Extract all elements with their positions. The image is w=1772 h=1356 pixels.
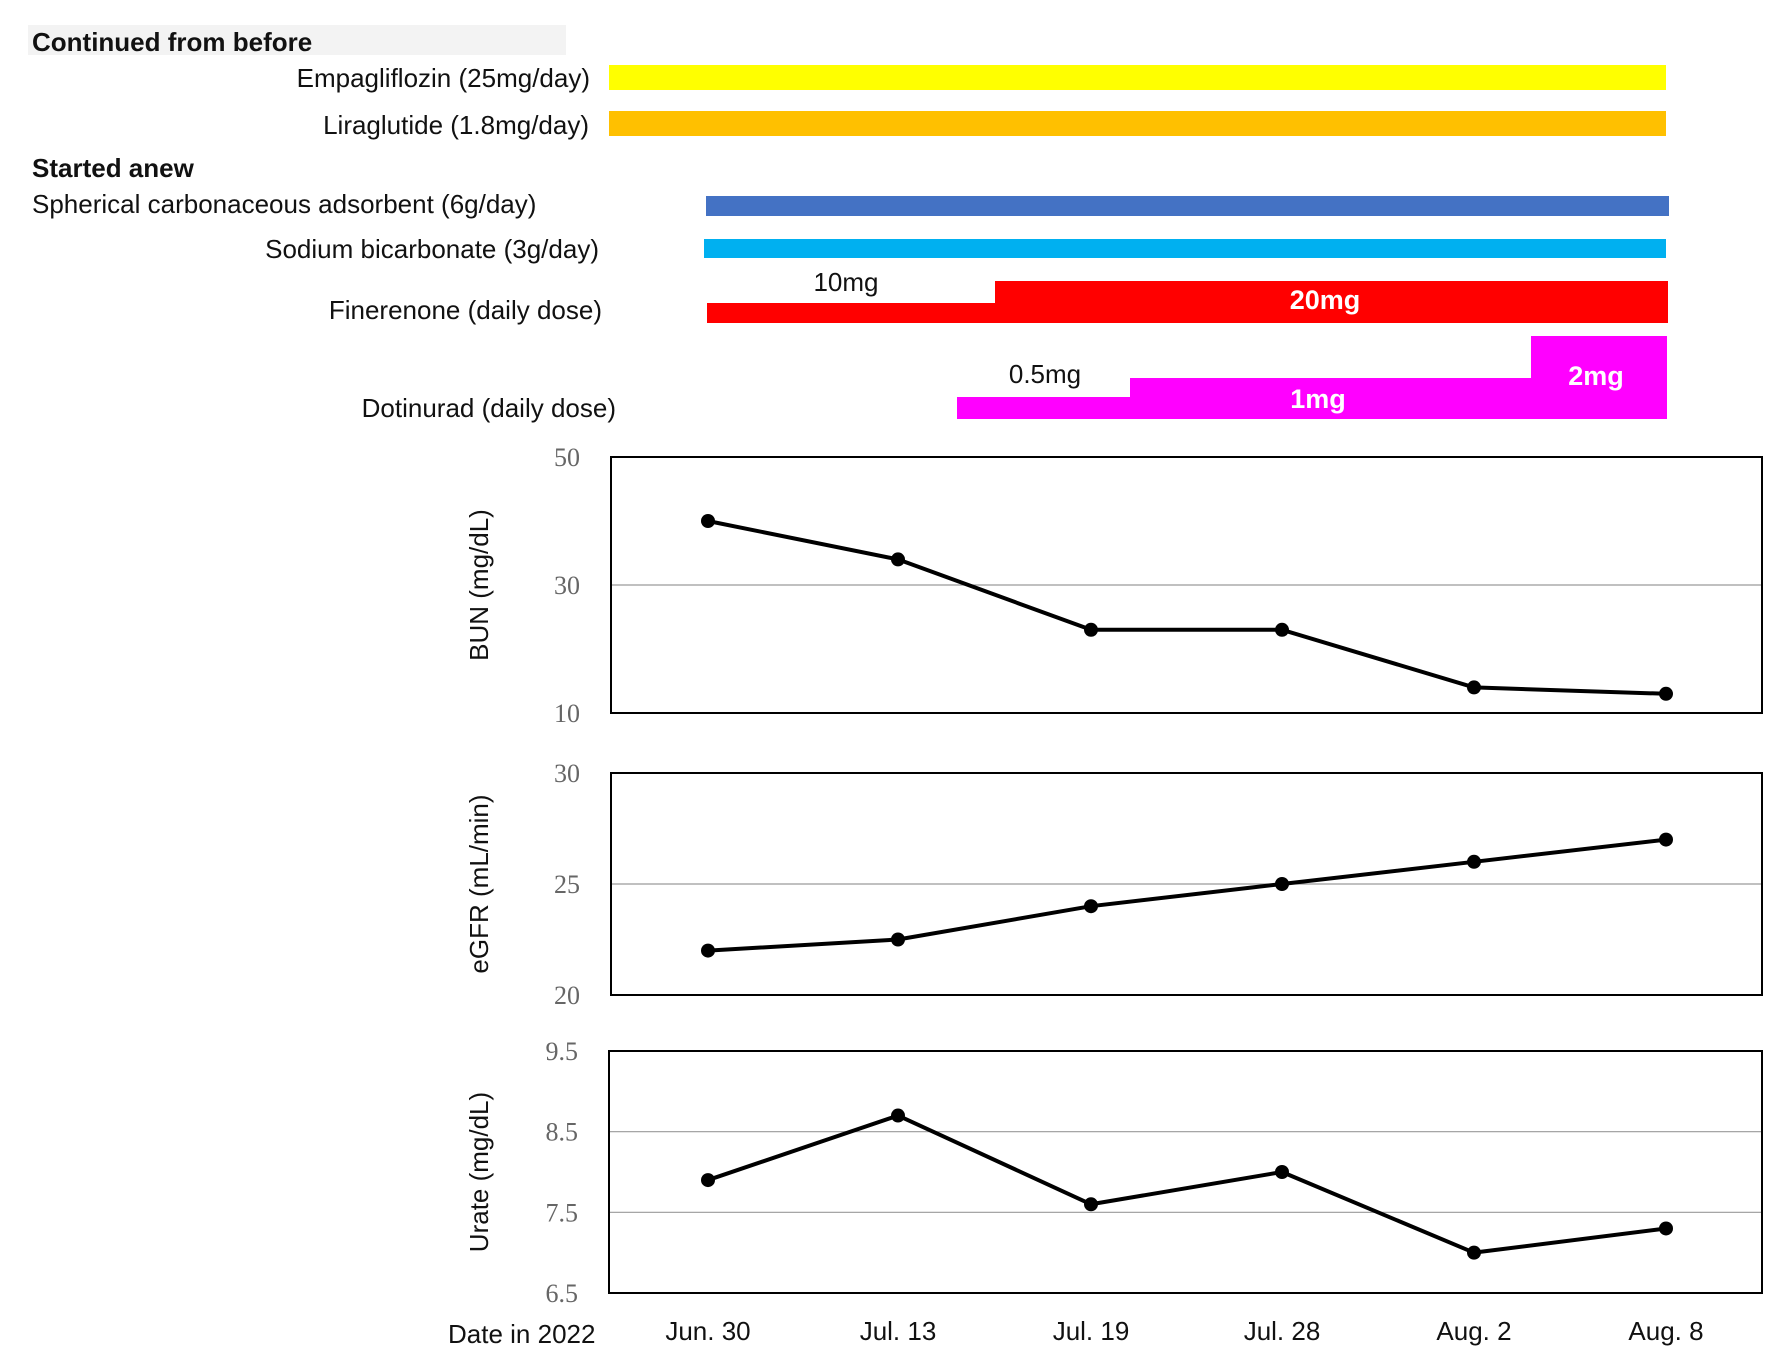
y-tick-label: 20 (554, 981, 580, 1010)
liraglutide-bar (609, 111, 1666, 136)
bicarbonate-bar (704, 239, 1666, 258)
x-tick-label: Jun. 30 (665, 1316, 750, 1346)
plot-frame (608, 1050, 1763, 1294)
data-point (1659, 1221, 1673, 1236)
data-point (1467, 680, 1481, 695)
x-axis-labels: Jun. 30 Jul. 13 Jul. 19 Jul. 28 Aug. 2 Aug. 8 (665, 1316, 1703, 1346)
data-point (1659, 686, 1673, 701)
bicarbonate-label: Sodium bicarbonate (3g/day) (265, 234, 599, 264)
series-line (707, 837, 1667, 953)
data-point (1467, 1245, 1481, 1260)
dotinurad-dose-2mg-label: 2mg (1568, 361, 1624, 391)
data-point (1084, 622, 1098, 637)
data-point (1467, 854, 1481, 869)
bun-panel: 50 30 10 BUN (mg/dL) (464, 443, 1763, 728)
series-line (707, 519, 1667, 696)
egfr-panel: 30 25 20 eGFR (mL/min) (464, 759, 1763, 1010)
liraglutide-label: Liraglutide (1.8mg/day) (323, 110, 589, 140)
spherical-bar (706, 196, 1669, 216)
y-tick-label: 30 (554, 571, 580, 600)
dotinurad-label: Dotinurad (daily dose) (362, 393, 616, 423)
dotinurad-dose-2mg-bar (1531, 336, 1667, 419)
plot-frame (610, 456, 1763, 714)
finerenone-dose-10mg-bar (707, 303, 995, 323)
y-tick-label: 8.5 (546, 1118, 579, 1147)
finerenone-dose-20mg-bar (995, 281, 1668, 323)
empagliflozin-bar (609, 65, 1666, 90)
data-point (891, 1108, 905, 1123)
series-line (707, 1113, 1667, 1255)
group-new-header: Started anew (32, 153, 195, 183)
y-tick-label: 9.5 (546, 1037, 579, 1066)
dotinurad-dose-1mg-label: 1mg (1290, 384, 1346, 414)
data-point (1275, 622, 1289, 637)
data-point (1659, 832, 1673, 847)
x-axis-title: Date in 2022 (448, 1319, 595, 1349)
data-point (891, 552, 905, 567)
data-point (1084, 899, 1098, 914)
spherical-label: Spherical carbonaceous adsorbent (6g/day… (32, 189, 536, 219)
y-tick-label: 50 (554, 443, 580, 472)
data-point (891, 932, 905, 947)
y-axis-label: BUN (mg/dL) (464, 509, 494, 661)
data-point (701, 514, 715, 528)
x-tick-label: Aug. 8 (1628, 1316, 1703, 1346)
dotinurad-dose-1mg-bar (1130, 378, 1531, 419)
plot-frame (610, 772, 1763, 996)
urate-panel: 9.5 8.5 7.5 6.5 Urate (mg/dL) (464, 1037, 1763, 1308)
finerenone-label: Finerenone (daily dose) (329, 295, 602, 325)
finerenone-dose-10mg-label: 10mg (813, 267, 878, 297)
header-strip (28, 25, 566, 55)
y-axis-label: eGFR (mL/min) (464, 794, 494, 973)
dotinurad-dose-0.5mg-label: 0.5mg (1009, 359, 1081, 389)
data-point (1275, 1165, 1289, 1179)
y-tick-label: 6.5 (546, 1279, 579, 1308)
y-tick-label: 30 (554, 759, 580, 788)
data-point (1084, 1197, 1098, 1212)
y-axis-label: Urate (mg/dL) (464, 1092, 494, 1252)
dotinurad-dose-0.5mg-bar (957, 397, 1130, 419)
x-tick-label: Aug. 2 (1436, 1316, 1511, 1346)
data-point (701, 1173, 715, 1188)
data-point (701, 943, 715, 958)
x-tick-label: Jul. 19 (1053, 1316, 1130, 1346)
y-tick-label: 10 (554, 699, 580, 728)
data-point (1275, 877, 1289, 891)
y-tick-label: 25 (554, 870, 580, 899)
x-tick-label: Jul. 13 (860, 1316, 937, 1346)
y-tick-label: 7.5 (546, 1198, 579, 1227)
finerenone-dose-20mg-label: 20mg (1290, 285, 1361, 315)
group-continued-header: Continued from before (32, 27, 312, 57)
empagliflozin-label: Empagliflozin (25mg/day) (297, 63, 590, 93)
x-tick-label: Jul. 28 (1244, 1316, 1321, 1346)
